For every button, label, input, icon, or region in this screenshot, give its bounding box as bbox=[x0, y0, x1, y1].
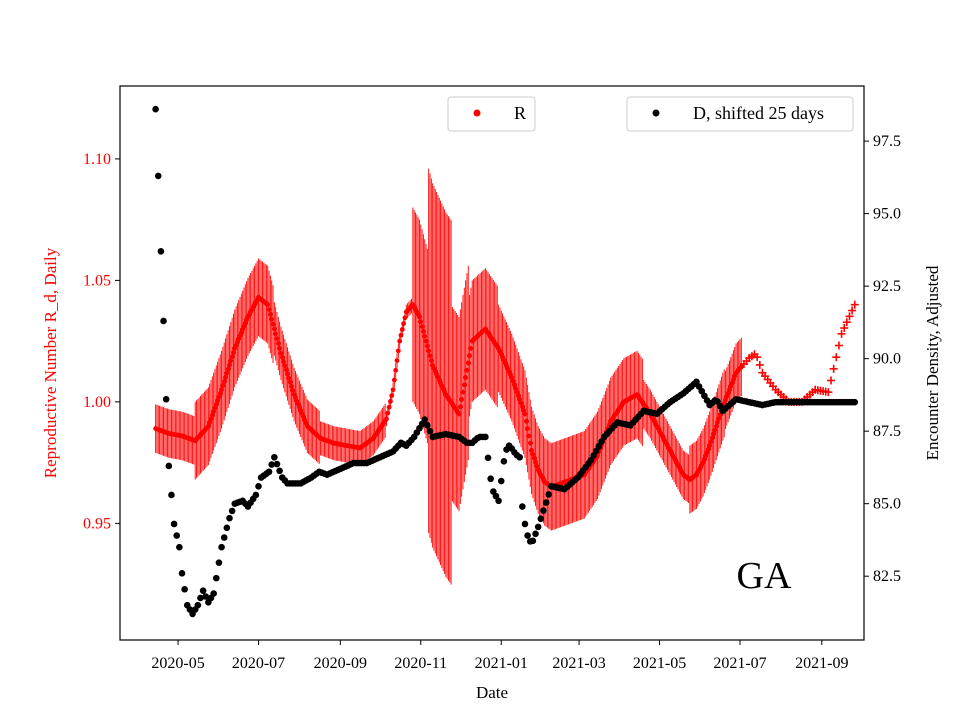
y-right-tick-label: 85.0 bbox=[873, 496, 901, 513]
d-point bbox=[521, 520, 529, 528]
d-point bbox=[542, 499, 550, 506]
d-point bbox=[519, 503, 526, 510]
y-left-tick-label: 1.05 bbox=[83, 272, 111, 289]
d-point bbox=[218, 543, 225, 551]
d-point bbox=[268, 461, 276, 468]
d-point bbox=[170, 520, 178, 528]
d-point bbox=[157, 248, 165, 255]
d-point bbox=[482, 433, 489, 441]
d-point bbox=[223, 524, 231, 532]
d-point bbox=[160, 317, 167, 325]
d-point bbox=[500, 458, 508, 465]
y-right-tick-label: 95.0 bbox=[873, 206, 901, 223]
y-left-tick-label: 1.00 bbox=[83, 394, 111, 411]
d-point bbox=[165, 462, 173, 470]
d-point bbox=[516, 453, 524, 461]
d-point bbox=[851, 398, 859, 406]
d-point bbox=[162, 395, 170, 403]
x-tick-label: 2021-03 bbox=[552, 655, 605, 672]
legend-r-marker bbox=[473, 109, 481, 117]
r-point bbox=[390, 387, 396, 393]
legend-d: D, shifted 25 days bbox=[626, 96, 854, 132]
y-right-tick-label: 97.5 bbox=[873, 133, 901, 150]
y-right-tick-label: 87.5 bbox=[873, 423, 901, 440]
r-point bbox=[391, 377, 397, 383]
r-point bbox=[738, 364, 744, 370]
d-point bbox=[421, 416, 429, 423]
d-point bbox=[271, 453, 278, 461]
legend-d-box bbox=[626, 96, 854, 132]
d-point bbox=[178, 569, 186, 577]
d-point bbox=[181, 585, 188, 593]
d-point bbox=[497, 477, 505, 485]
d-point bbox=[154, 172, 162, 180]
d-point bbox=[540, 507, 547, 514]
d-point bbox=[168, 491, 175, 499]
y-right-tick-label: 90.0 bbox=[873, 351, 901, 368]
x-tick-label: 2021-09 bbox=[795, 655, 848, 672]
y-right-axis-label: Encounter Density, Adjusted bbox=[923, 265, 942, 460]
d-point bbox=[228, 507, 236, 515]
d-point bbox=[173, 532, 181, 539]
state-annotation: GA bbox=[737, 555, 792, 597]
y-right-tick-label: 82.5 bbox=[873, 568, 901, 585]
d-point bbox=[484, 454, 492, 462]
d-point bbox=[226, 514, 233, 522]
legend-d-marker bbox=[652, 109, 660, 117]
d-point bbox=[194, 601, 202, 609]
x-tick-label: 2020-09 bbox=[314, 655, 367, 672]
x-tick-label: 2020-07 bbox=[232, 655, 285, 672]
y-left-axis-label: Reproductive Number R_d, Daily bbox=[41, 247, 60, 478]
d-point bbox=[199, 587, 207, 594]
y-left-tick-label: 1.10 bbox=[83, 151, 111, 168]
y-right-tick-label: 92.5 bbox=[873, 278, 901, 295]
d-point bbox=[152, 105, 159, 113]
d-point bbox=[495, 497, 502, 505]
d-point bbox=[202, 593, 210, 600]
x-tick-label: 2021-05 bbox=[633, 655, 686, 672]
d-point bbox=[534, 523, 542, 531]
r-point bbox=[393, 367, 399, 373]
x-tick-label: 2021-01 bbox=[475, 655, 528, 672]
r-point bbox=[394, 358, 400, 363]
d-point bbox=[487, 475, 494, 483]
x-axis-label: Date bbox=[476, 683, 508, 702]
y-left-tick-label: 0.95 bbox=[83, 515, 111, 532]
x-tick-label: 2021-07 bbox=[713, 655, 766, 672]
d-series bbox=[152, 105, 859, 618]
x-axis: 2020-05 2020-07 2020-09 2020-11 2021-01 2021-… bbox=[151, 640, 848, 672]
d-point bbox=[276, 467, 283, 475]
d-point bbox=[252, 491, 260, 499]
y-left-axis: 0.95 1.00 1.05 1.10 bbox=[83, 151, 120, 532]
r-point bbox=[395, 348, 401, 354]
d-point bbox=[426, 427, 434, 435]
d-point bbox=[212, 574, 220, 582]
d-point bbox=[524, 532, 531, 539]
plot-frame bbox=[119, 85, 865, 641]
legend-d-label: D, shifted 25 days bbox=[693, 103, 824, 123]
d-point bbox=[197, 594, 204, 602]
d-point bbox=[255, 482, 262, 490]
d-point bbox=[176, 543, 183, 551]
r-series bbox=[153, 168, 859, 585]
d-point bbox=[529, 537, 537, 545]
x-tick-label: 2020-11 bbox=[394, 655, 447, 672]
legend-r-box bbox=[447, 96, 536, 132]
d-point bbox=[532, 530, 539, 538]
d-point bbox=[265, 468, 273, 476]
d-point bbox=[545, 491, 553, 498]
d-point bbox=[220, 534, 228, 541]
d-point bbox=[210, 590, 217, 597]
legend-r-label: R bbox=[514, 103, 526, 123]
y-right-axis: 82.5 85.0 87.5 90.0 92.5 95.0 97.5 bbox=[864, 133, 901, 585]
legend-r: R bbox=[447, 96, 536, 132]
d-point bbox=[424, 422, 431, 429]
d-point bbox=[537, 515, 545, 523]
d-point bbox=[215, 559, 223, 566]
x-tick-label: 2020-05 bbox=[151, 655, 204, 672]
d-point bbox=[273, 460, 281, 468]
